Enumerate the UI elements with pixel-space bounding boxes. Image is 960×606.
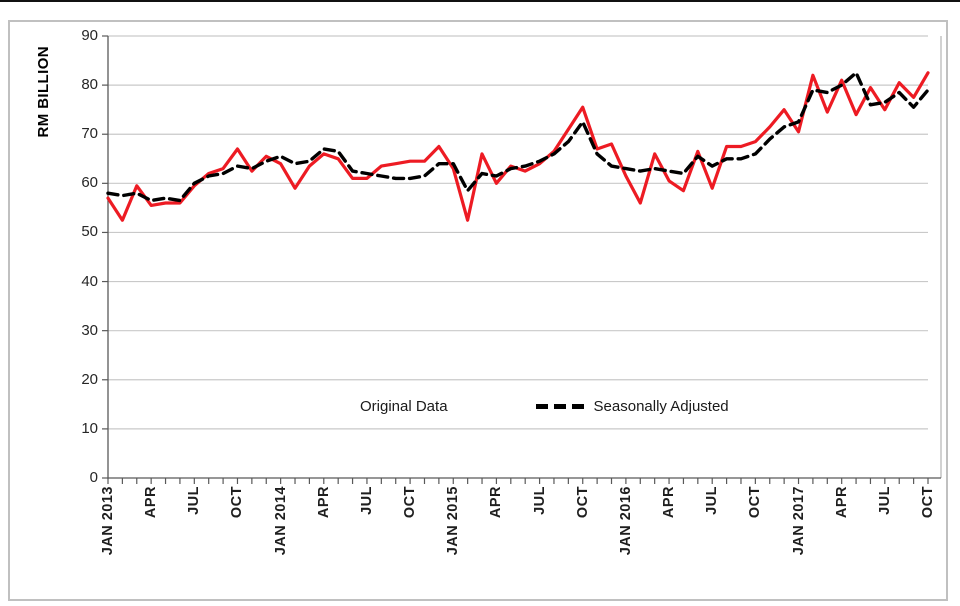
x-tick-label: JAN 2016 — [617, 486, 634, 556]
x-tick-label: JUL — [704, 486, 721, 515]
y-tick-label: 0 — [89, 469, 98, 486]
x-tick-label: APR — [833, 486, 850, 519]
y-tick-label: 70 — [81, 125, 98, 143]
x-tick-label: APR — [661, 486, 678, 519]
x-tick-label: JAN 2017 — [790, 486, 807, 556]
x-tick-label: APR — [488, 486, 505, 519]
x-tick-label: APR — [143, 486, 160, 519]
y-axis-title: RM BILLION — [35, 46, 52, 138]
x-tick-label: OCT — [229, 486, 246, 519]
dashed-line-swatch — [535, 403, 588, 409]
seasonally-adjusted-line — [106, 71, 930, 203]
x-tick-label: OCT — [920, 486, 936, 519]
x-tick-label: JAN 2015 — [445, 486, 462, 556]
x-tick-label: APR — [315, 486, 332, 519]
legend-label-original-data: Original Data — [360, 397, 448, 415]
x-tick-label: JUL — [876, 486, 893, 515]
legend-item-original-data: Original Data — [292, 398, 448, 415]
x-tick-label: OCT — [402, 486, 419, 519]
y-tick-label: 20 — [81, 370, 98, 388]
y-tick-label: 10 — [81, 419, 98, 437]
y-tick-label: 50 — [81, 223, 98, 241]
x-tick-label: OCT — [747, 486, 764, 519]
x-tick-label: OCT — [574, 486, 591, 519]
y-tick-label: 90 — [81, 27, 98, 44]
x-tick-label: JAN 2014 — [272, 486, 289, 556]
y-tick-label: 60 — [81, 174, 98, 192]
y-tick-label: 80 — [81, 76, 98, 94]
legend-label-seasonally-adjusted: Seasonally Adjusted — [593, 397, 729, 415]
x-tick-label: JUL — [358, 486, 375, 515]
y-tick-label: 40 — [81, 272, 98, 290]
chart-legend: Original Data Seasonally Adjusted — [292, 395, 729, 417]
y-tick-label: 30 — [81, 321, 98, 339]
original-data-line — [106, 71, 930, 222]
legend-item-seasonally-adjusted: Seasonally Adjusted — [535, 397, 729, 415]
solid-line-swatch — [292, 404, 354, 408]
x-tick-label: JUL — [186, 486, 203, 515]
chart-frame — [8, 20, 948, 601]
top-border-line — [0, 0, 960, 2]
x-tick-label: JAN 2013 — [100, 486, 116, 556]
x-tick-label: JUL — [531, 486, 548, 515]
